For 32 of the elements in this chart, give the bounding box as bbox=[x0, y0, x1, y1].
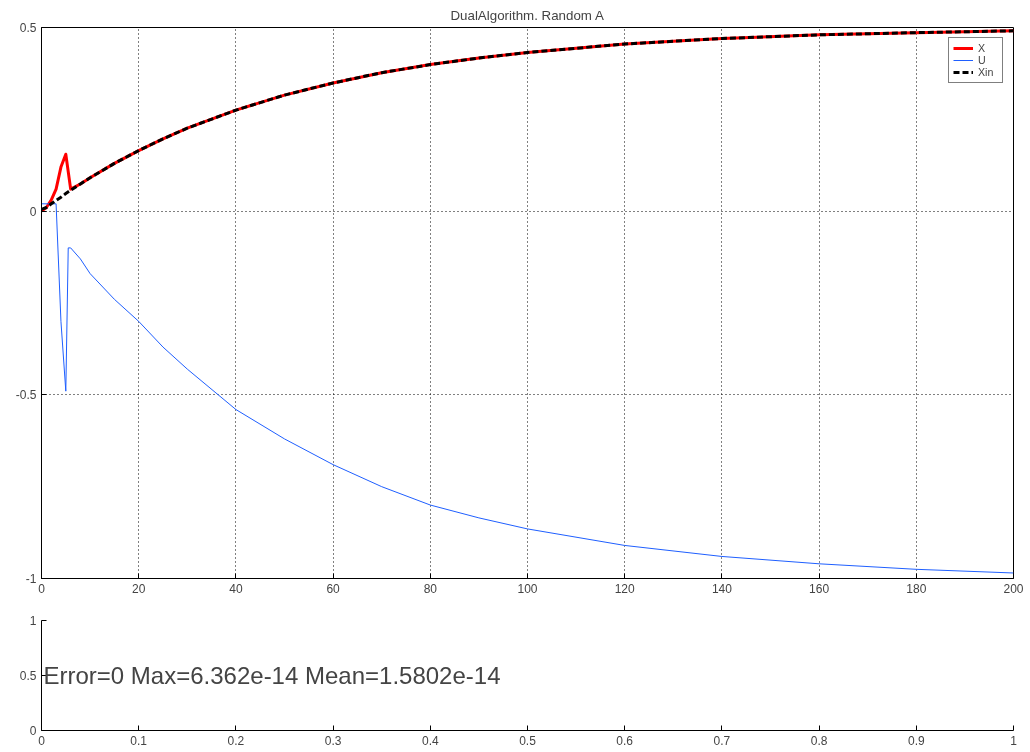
legend-label: U bbox=[978, 54, 987, 66]
x-tick-label: 0.1 bbox=[130, 733, 148, 748]
y-tick-label: 0.5 bbox=[19, 669, 37, 683]
x-tick-label: 1 bbox=[1010, 733, 1018, 748]
x-tick-label: 40 bbox=[229, 581, 243, 596]
x-tick-label: 180 bbox=[906, 581, 927, 596]
x-tick-label: 140 bbox=[711, 581, 733, 596]
y-tick-label: 0 bbox=[29, 204, 37, 219]
x-tick-label: 80 bbox=[423, 581, 438, 596]
y-tick-label: -0.5 bbox=[15, 388, 37, 403]
x-tick-label: 20 bbox=[132, 581, 146, 596]
annotation: Error=0 Max=6.362e-14 Mean=1.5802e-14 bbox=[43, 662, 501, 689]
y-tick-label: 0.5 bbox=[19, 21, 37, 35]
legend-label: Xin bbox=[978, 66, 995, 78]
x-tick-label: 0.3 bbox=[324, 733, 342, 748]
x-tick-label: 0.4 bbox=[421, 733, 439, 748]
x-tick-label: 0.2 bbox=[227, 733, 245, 748]
legend-label: X bbox=[978, 42, 987, 54]
x-tick-label: 60 bbox=[326, 581, 341, 596]
x-tick-label: 0.7 bbox=[713, 733, 731, 748]
y-tick-label: -1 bbox=[25, 572, 37, 586]
y-tick-label: 1 bbox=[29, 614, 37, 628]
x-tick-label: 0.8 bbox=[810, 733, 828, 748]
x-tick-label: 100 bbox=[517, 581, 538, 596]
x-tick-label: 0.6 bbox=[616, 733, 634, 748]
x-tick-label: 0.5 bbox=[519, 733, 537, 748]
x-tick-label: 160 bbox=[809, 581, 830, 596]
x-tick-label: 0.9 bbox=[907, 733, 925, 748]
x-tick-label: 200 bbox=[1003, 581, 1024, 596]
y-tick-label: 0 bbox=[29, 724, 37, 738]
x-tick-label: 120 bbox=[614, 581, 636, 596]
chart-title: DualAlgorithm. Random A bbox=[450, 7, 604, 23]
